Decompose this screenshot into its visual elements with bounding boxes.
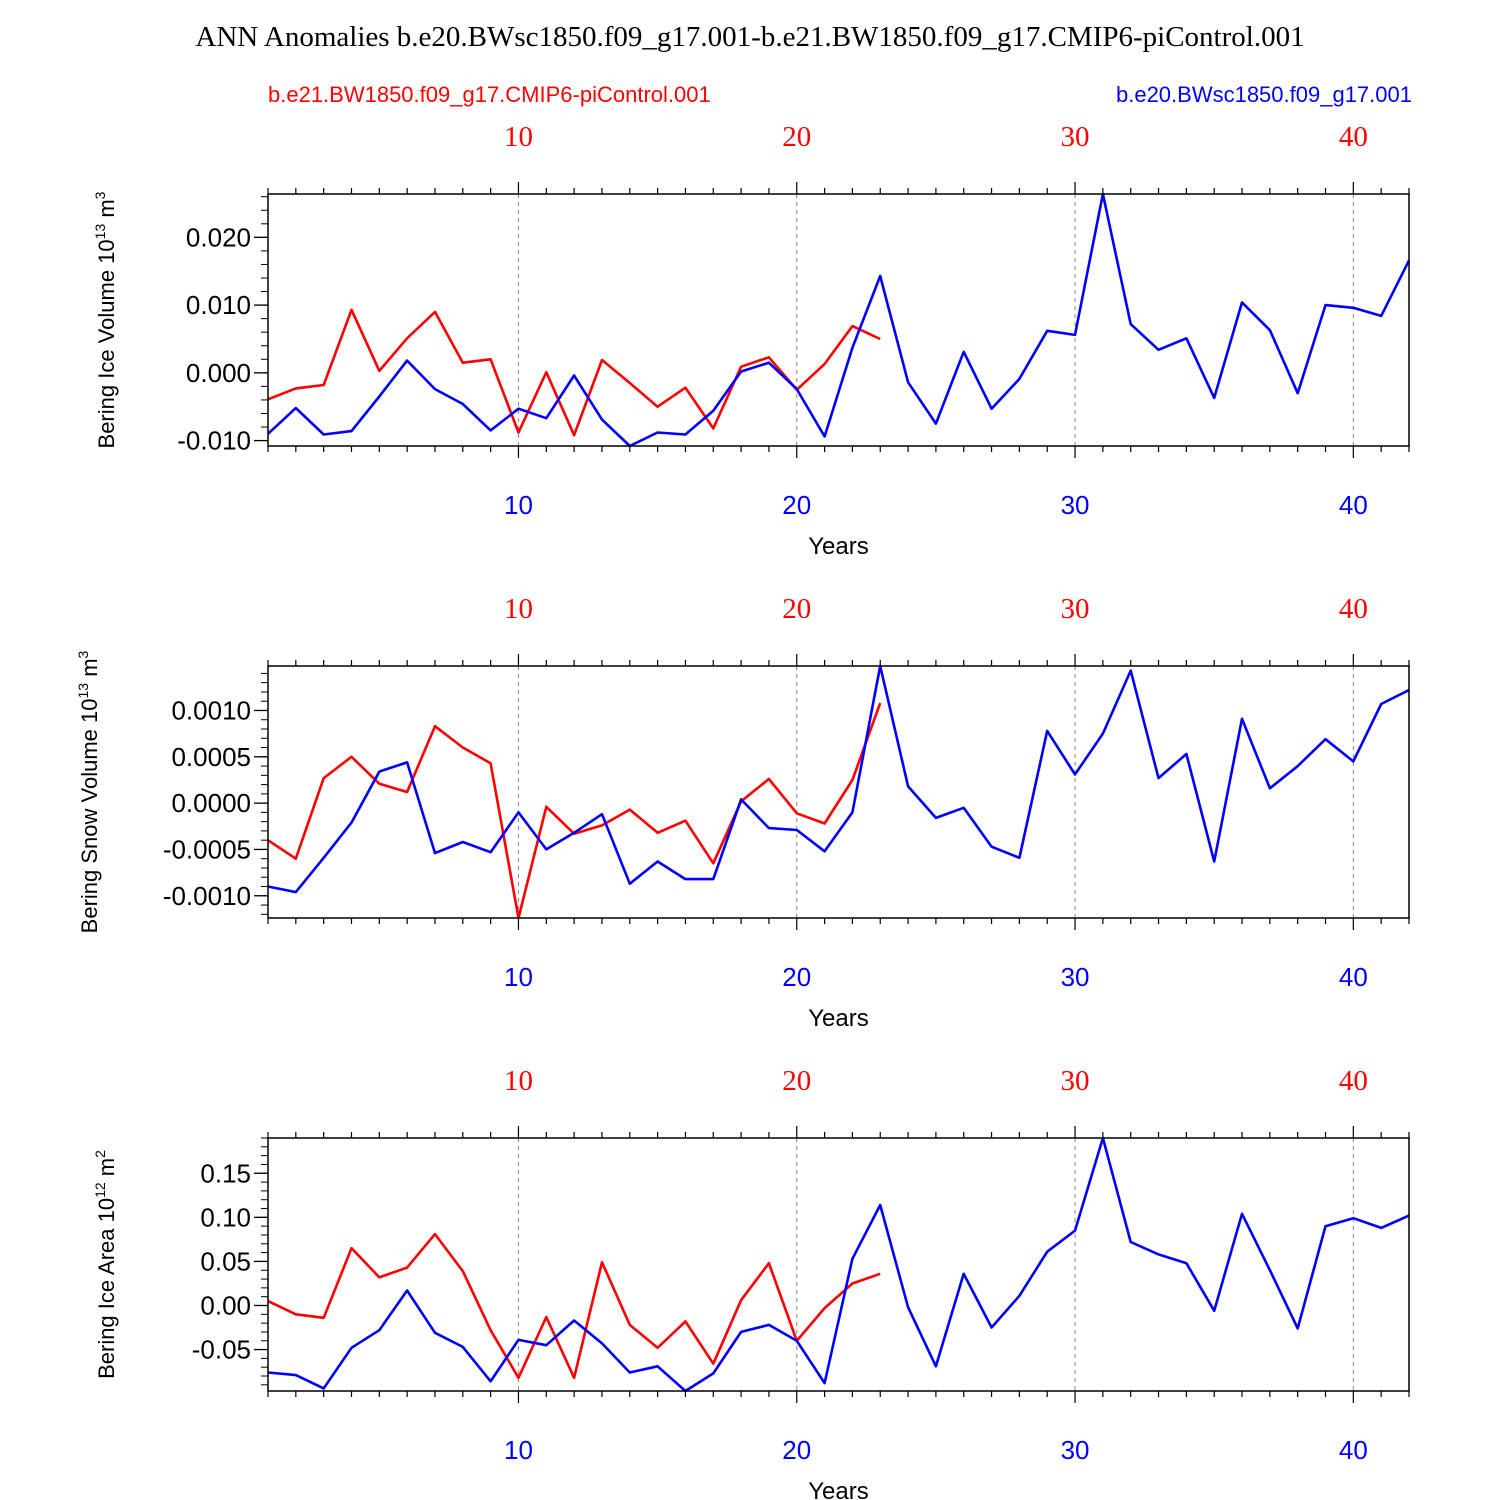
x-tick-label-bottom: 40 [1339,962,1368,992]
series-line-experiment [267,1136,1410,1393]
y-tick-label: -0.05 [192,1335,251,1365]
legend-right-label: b.e20.BWsc1850.f09_g17.001 [1116,82,1412,107]
chart-title: ANN Anomalies b.e20.BWsc1850.f09_g17.001… [195,21,1304,53]
x-tick-label-top: 30 [1061,593,1090,625]
x-tick-label-bottom: 20 [782,1435,811,1465]
y-axis-title-main: Bering Snow Volume 10 [77,699,102,934]
x-tick-label-bottom: 40 [1339,1435,1368,1465]
y-tick-label: 0.10 [200,1202,251,1232]
y-axis-title-unit-exponent: 3 [75,650,91,658]
y-axis-title-main: Bering Ice Volume 10 [94,239,119,448]
panel-3: -0.05 0.00 0.05 0.10 0.15 10 10 20 20 30 30 40 40 Yea… [92,1065,1410,1500]
x-tick-label-bottom: 30 [1061,490,1090,520]
panel-1: -0.010 0.000 0.010 0.020 10 10 20 20 30 30 40 40 Yea… [92,121,1411,560]
x-tick-label-bottom: 10 [504,1435,533,1465]
x-tick-label-top: 20 [782,593,811,625]
y-tick-label: 0.05 [200,1246,251,1276]
y-tick-label: 0.0005 [171,742,251,772]
y-axis-title-exponent: 13 [92,224,108,240]
x-tick-label-top: 30 [1061,1065,1090,1097]
y-tick-label: -0.010 [177,426,251,456]
x-tick-label-top: 10 [504,121,533,153]
x-tick-label-top: 40 [1339,593,1368,625]
series-line-control [267,308,881,437]
y-tick-label: -0.0010 [163,881,251,911]
y-axis-title-unit: m [77,658,102,682]
y-axis-title-unit-exponent: 3 [92,191,108,199]
y-axis-title: Bering Ice Volume 1013 m3 [92,191,119,448]
x-tick-label-bottom: 10 [504,490,533,520]
x-tick-label-top: 40 [1339,121,1368,153]
y-tick-label: 0.15 [200,1158,251,1188]
y-tick-label: 0.00 [200,1290,251,1320]
series-line-control [267,702,882,920]
y-axis-title-main: Bering Ice Area 10 [94,1198,119,1379]
y-tick-label: 0.010 [186,290,251,320]
y-tick-label: -0.0005 [163,834,251,864]
x-tick-label-top: 20 [782,121,811,153]
x-tick-label-bottom: 30 [1061,1435,1090,1465]
plot-frame [267,193,1410,447]
series-line-experiment [267,192,1411,448]
x-tick-label-top: 10 [504,1065,533,1097]
x-axis-title: Years [808,533,869,560]
x-tick-label-top: 30 [1061,121,1090,153]
y-axis-title: Bering Ice Area 1012 m2 [92,1150,119,1379]
y-tick-label: 0.0010 [171,695,251,725]
x-tick-label-bottom: 20 [782,490,811,520]
x-tick-label-bottom: 40 [1339,490,1368,520]
y-axis-title-unit-exponent: 2 [92,1150,108,1158]
y-axis-title-exponent: 13 [75,683,91,699]
series-line-experiment [267,664,1410,894]
x-tick-label-bottom: 20 [782,962,811,992]
y-axis-title-unit: m [94,1158,119,1182]
y-tick-label: 0.020 [186,222,251,252]
plot-frame [267,1137,1410,1392]
x-tick-label-top: 20 [782,1065,811,1097]
series-line-control [267,1232,881,1380]
panel-2: -0.0010 -0.0005 0.0000 0.0005 0.0010 10 10 20 20… [75,593,1410,1032]
y-tick-label: 0.000 [186,358,251,388]
y-axis-title-unit: m [94,199,119,223]
y-axis-title-exponent: 12 [92,1182,108,1198]
x-tick-label-top: 40 [1339,1065,1368,1097]
y-tick-label: 0.0000 [171,788,251,818]
x-tick-label-bottom: 10 [504,962,533,992]
legend-left-label: b.e21.BW1850.f09_g17.CMIP6-piControl.001 [268,82,711,107]
x-axis-title: Years [808,1005,869,1032]
x-tick-label-top: 10 [504,593,533,625]
y-axis-title: Bering Snow Volume 1013 m3 [75,650,102,933]
plot-frame [267,665,1410,919]
x-tick-label-bottom: 30 [1061,962,1090,992]
x-axis-title: Years [808,1478,869,1500]
